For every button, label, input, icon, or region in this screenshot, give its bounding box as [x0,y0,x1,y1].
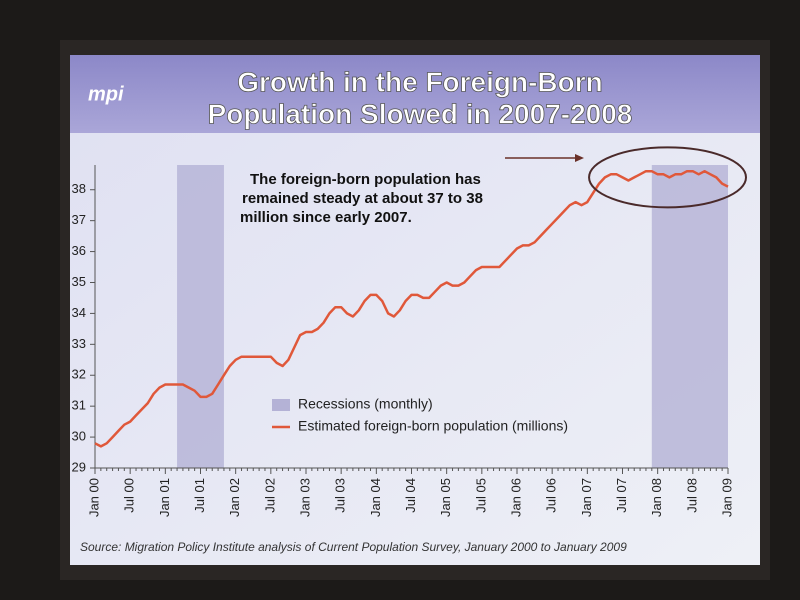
data-line [94,169,729,448]
y-tick-label: 34 [72,305,86,320]
y-tick-label: 31 [72,398,86,413]
legend-label: Estimated foreign-born population (milli… [298,418,568,434]
x-tick-label: Jan 09 [719,478,734,517]
x-tick-label: Jul 03 [333,478,348,513]
y-tick-label: 29 [72,459,86,474]
x-tick-label: Jan 08 [649,478,664,517]
x-tick-label: Jan 03 [297,478,312,517]
x-tick-label: Jul 05 [473,478,488,513]
x-tick-label: Jul 00 [122,478,137,513]
source: Source: Migration Policy Institute analy… [80,540,627,554]
x-tick-label: Jul 01 [192,478,207,513]
chart-title: Growth in the Foreign-Born [237,66,603,97]
annotation: The foreign-born population has [250,171,481,188]
chart-title: Population Slowed in 2007-2008 [208,98,633,129]
y-tick-label: 33 [72,336,86,351]
x-tick-label: Jul 02 [262,478,277,513]
annotation: remained steady at about 37 to 38 [242,190,483,207]
logo: mpi [88,83,124,105]
x-tick-label: Jan 01 [157,478,172,517]
y-tick-label: 36 [72,243,86,258]
x-tick-label: Jan 07 [579,478,594,517]
recession-band [177,165,224,468]
annotation-arrowhead [575,154,584,162]
legend-label: Recessions (monthly) [298,396,433,412]
y-tick-label: 35 [72,274,86,289]
plot-area: 29 30 31 32 33 34 35 36 37 38 Jan 00 Jul 00 Jan 01 Ju… [72,146,747,517]
x-tick-label: Jan 05 [438,478,453,517]
highlight-ellipse [588,146,747,209]
annotation: million since early 2007. [240,209,412,226]
x-tick-label: Jul 08 [684,478,699,513]
x-tick-label: Jul 06 [544,478,559,513]
legend-swatch [272,399,290,411]
y-tick-label: 30 [72,429,86,444]
x-tick-label: Jan 06 [508,478,523,517]
x-tick-label: Jan 04 [368,478,383,517]
x-tick-label: Jul 07 [614,478,629,513]
x-tick-label: Jan 02 [227,478,242,517]
y-tick-label: 37 [72,212,86,227]
y-tick-label: 38 [72,181,86,196]
x-tick-label: Jan 00 [86,478,101,517]
y-tick-label: 32 [72,367,86,382]
recession-band [651,165,728,468]
slide-header [70,55,760,133]
x-tick-label: Jul 04 [403,478,418,513]
